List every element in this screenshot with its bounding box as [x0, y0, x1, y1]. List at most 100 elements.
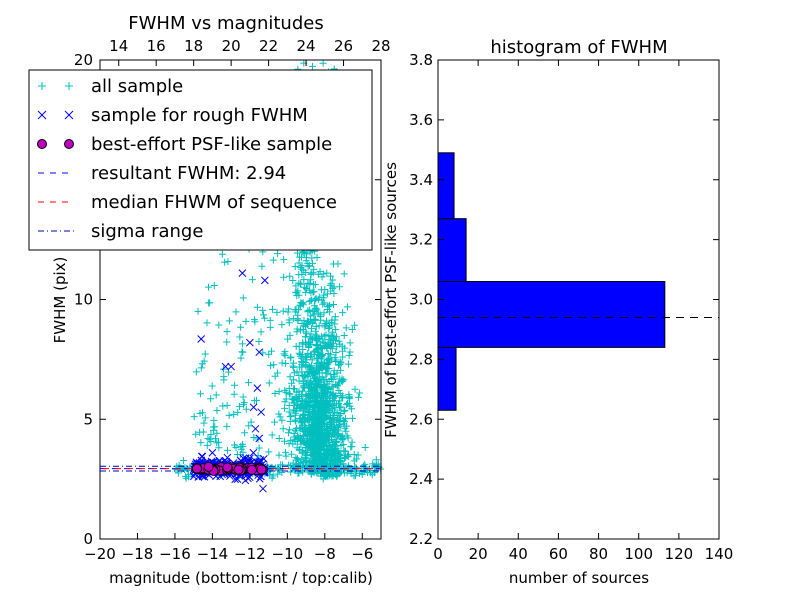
scatter-point — [210, 416, 218, 424]
top-xtick-label: 16 — [147, 37, 166, 55]
scatter-point — [285, 408, 293, 416]
scatter-point — [329, 276, 337, 284]
scatter-point — [337, 359, 345, 367]
xtick-label: −6 — [351, 545, 373, 563]
scatter-point — [320, 455, 328, 463]
scatter-point — [286, 354, 294, 362]
scatter-point — [196, 409, 204, 417]
scatter-point — [204, 283, 212, 291]
scatter-point — [287, 468, 295, 476]
scatter-point — [313, 354, 321, 362]
scatter-point — [304, 349, 312, 357]
scatter-point — [330, 289, 338, 297]
legend: all sample sample for rough FWHM best-ef… — [28, 69, 373, 251]
scatter-point — [315, 449, 323, 457]
scatter-point — [242, 405, 250, 413]
scatter-point — [323, 471, 331, 479]
scatter-point — [318, 335, 326, 343]
legend-label: sigma range — [91, 221, 203, 242]
scatter-point — [315, 293, 323, 301]
scatter-point — [335, 337, 343, 345]
scatter-point — [320, 360, 328, 368]
scatter-point — [249, 403, 258, 412]
scatter-point — [294, 316, 302, 324]
scatter-point — [304, 317, 312, 325]
scatter-point — [339, 392, 347, 400]
scatter-point — [223, 401, 231, 409]
scatter-point — [295, 349, 303, 357]
scatter-point — [295, 259, 303, 267]
scatter-point — [295, 342, 303, 350]
legend-label: resultant FWHM: 2.94 — [91, 163, 286, 184]
scatter-point — [330, 300, 338, 308]
histogram-bar-2 — [437, 218, 467, 283]
scatter-point — [348, 438, 356, 446]
scatter-point — [213, 407, 221, 415]
scatter-point — [281, 437, 289, 445]
scatter-point — [341, 344, 349, 352]
scatter-point — [278, 469, 286, 477]
scatter-point — [296, 326, 304, 334]
scatter-point — [331, 438, 339, 446]
scatter-point — [337, 403, 345, 411]
ytick-label: 3.4 — [409, 171, 433, 189]
scatter-point — [327, 351, 335, 359]
scatter-point — [290, 399, 298, 407]
scatter-point — [237, 354, 245, 362]
scatter-point — [352, 455, 360, 463]
scatter-point — [313, 333, 321, 341]
scatter-point — [274, 470, 282, 478]
scatter-point — [346, 339, 354, 347]
scatter-point — [239, 393, 247, 401]
scatter-point — [334, 260, 342, 268]
scatter-point — [371, 468, 379, 476]
scatter-point — [342, 427, 350, 435]
legend-circle-icon — [37, 139, 74, 149]
scatter-point — [259, 484, 267, 493]
scatter-point — [308, 254, 316, 262]
scatter-point — [317, 420, 325, 428]
scatter-point — [275, 435, 283, 443]
scatter-point — [299, 358, 307, 366]
scatter-point — [308, 451, 316, 459]
scatter-point — [330, 332, 338, 340]
scatter-point — [328, 375, 336, 383]
scatter-point — [344, 453, 352, 461]
top-xtick-label: 28 — [371, 37, 390, 55]
scatter-point — [204, 434, 212, 442]
scatter-point — [252, 396, 260, 404]
scatter-point — [275, 451, 283, 459]
scatter-point — [304, 263, 312, 271]
scatter-point — [280, 256, 288, 264]
scatter-point — [284, 429, 292, 437]
scatter-point — [215, 321, 223, 329]
scatter-point — [233, 450, 241, 458]
scatter-point — [239, 400, 247, 408]
scatter-point — [312, 410, 320, 418]
scatter-point — [223, 422, 231, 430]
scatter-point — [192, 430, 200, 438]
scatter-point — [321, 363, 329, 371]
scatter-point — [315, 412, 323, 420]
scatter-point — [336, 454, 344, 462]
scatter-point — [278, 321, 286, 329]
scatter-point — [326, 281, 334, 289]
scatter-point — [250, 316, 258, 324]
scatter-point — [331, 461, 339, 469]
scatter-point — [301, 333, 309, 341]
ytick-label: 2.8 — [409, 350, 433, 368]
scatter-point — [182, 474, 190, 482]
scatter-point — [336, 468, 344, 476]
scatter-point — [304, 372, 312, 380]
scatter-ylabel: FWHM (pix) — [51, 257, 69, 344]
scatter-point — [238, 348, 246, 356]
scatter-point — [234, 408, 242, 416]
scatter-point — [253, 384, 262, 392]
scatter-point — [306, 306, 314, 314]
scatter-point — [241, 476, 250, 485]
scatter-point — [319, 59, 327, 67]
scatter-point — [307, 270, 315, 278]
scatter-point — [354, 393, 362, 401]
scatter-bottom-xticks: −20 −18 −16 −14 −12 −10 −8 −6 — [84, 533, 373, 563]
scatter-point — [240, 399, 248, 407]
